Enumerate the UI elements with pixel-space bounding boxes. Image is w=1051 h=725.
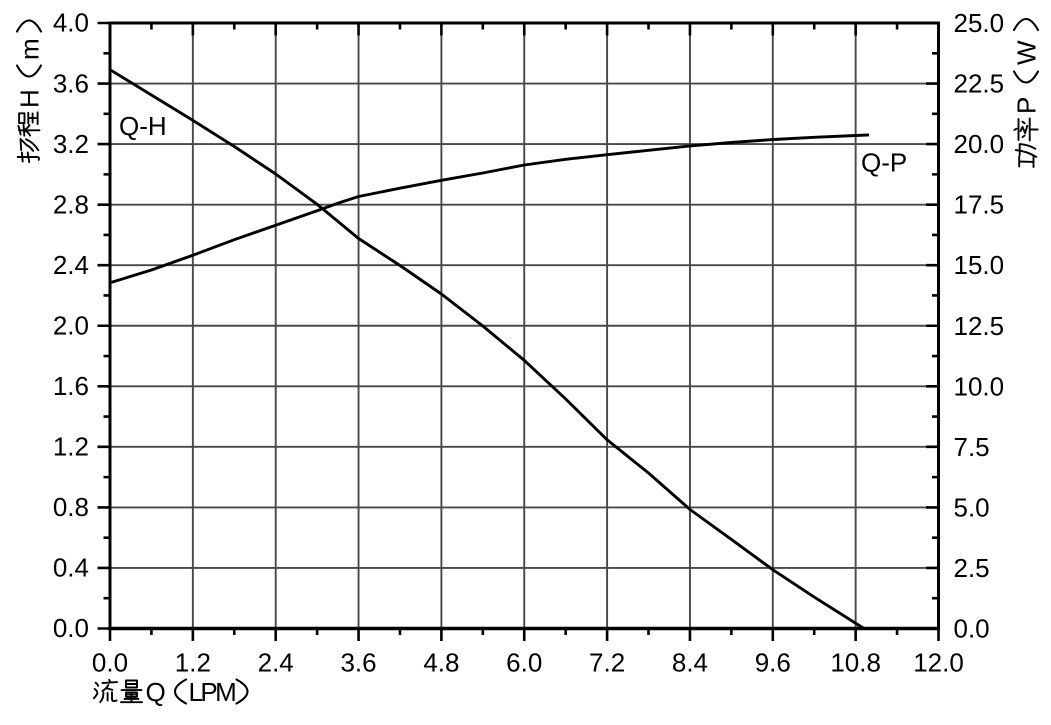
svg-text:0.0: 0.0 bbox=[92, 648, 128, 678]
svg-text:Q: Q bbox=[146, 677, 166, 707]
svg-text:17.5: 17.5 bbox=[954, 190, 1005, 220]
svg-text:2.0: 2.0 bbox=[53, 310, 89, 340]
svg-text:2.8: 2.8 bbox=[53, 189, 89, 219]
svg-text:3.6: 3.6 bbox=[53, 68, 89, 98]
svg-text:W: W bbox=[1012, 40, 1042, 65]
svg-text:10.8: 10.8 bbox=[830, 648, 881, 678]
svg-text:1.2: 1.2 bbox=[53, 432, 89, 462]
svg-text:22.5: 22.5 bbox=[954, 69, 1005, 99]
svg-text:7.2: 7.2 bbox=[589, 648, 625, 678]
svg-text:15.0: 15.0 bbox=[954, 250, 1005, 280]
svg-text:8.4: 8.4 bbox=[672, 648, 708, 678]
svg-text:m: m bbox=[15, 38, 45, 60]
svg-text:4.0: 4.0 bbox=[53, 8, 89, 38]
svg-text:6.0: 6.0 bbox=[506, 648, 542, 678]
svg-text:2.5: 2.5 bbox=[954, 553, 990, 583]
svg-text:3.6: 3.6 bbox=[340, 648, 376, 678]
svg-text:Q-P: Q-P bbox=[861, 148, 907, 178]
svg-text:9.6: 9.6 bbox=[755, 648, 791, 678]
svg-text:0.8: 0.8 bbox=[53, 492, 89, 522]
svg-text:1.6: 1.6 bbox=[53, 371, 89, 401]
svg-text:7.5: 7.5 bbox=[954, 432, 990, 462]
svg-text:5.0: 5.0 bbox=[954, 492, 990, 522]
svg-text:12.5: 12.5 bbox=[954, 311, 1005, 341]
svg-text:20.0: 20.0 bbox=[954, 129, 1005, 159]
svg-text:2.4: 2.4 bbox=[53, 250, 89, 280]
svg-text:0.4: 0.4 bbox=[53, 553, 89, 583]
svg-text:LPM: LPM bbox=[189, 677, 236, 707]
svg-text:2.4: 2.4 bbox=[258, 648, 294, 678]
svg-text:H: H bbox=[15, 89, 45, 108]
svg-text:0.0: 0.0 bbox=[53, 613, 89, 643]
svg-text:P: P bbox=[1012, 97, 1042, 114]
svg-text:0.0: 0.0 bbox=[954, 614, 990, 644]
svg-text:4.8: 4.8 bbox=[423, 648, 459, 678]
svg-text:3.2: 3.2 bbox=[53, 129, 89, 159]
svg-text:10.0: 10.0 bbox=[954, 371, 1005, 401]
svg-text:Q-H: Q-H bbox=[119, 111, 167, 141]
svg-text:25.0: 25.0 bbox=[954, 8, 1005, 38]
svg-text:1.2: 1.2 bbox=[175, 648, 211, 678]
svg-text:12.0: 12.0 bbox=[913, 648, 964, 678]
